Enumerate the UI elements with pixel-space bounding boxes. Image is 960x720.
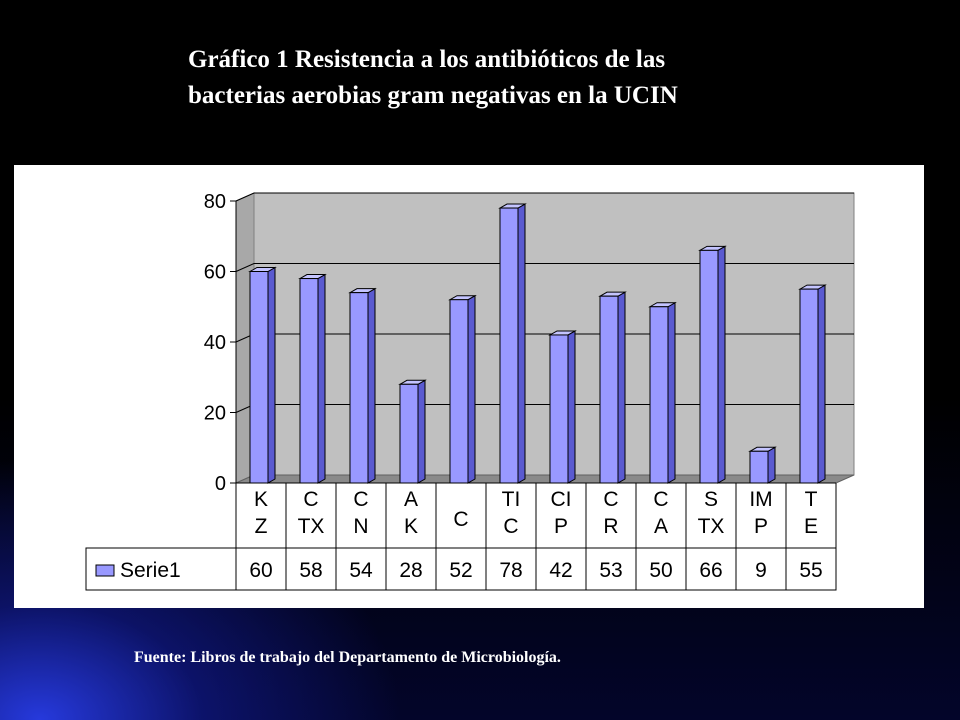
category-label: C bbox=[503, 515, 518, 538]
bar bbox=[649, 306, 669, 484]
category-label: E bbox=[804, 515, 818, 538]
data-table-value: 54 bbox=[349, 559, 373, 582]
data-table-value: 42 bbox=[549, 559, 572, 582]
category-label: N bbox=[353, 515, 368, 538]
legend-label: Serie1 bbox=[120, 559, 181, 582]
source-note: Fuente: Libros de trabajo del Departamen… bbox=[134, 649, 561, 666]
category-label: TI bbox=[502, 488, 521, 511]
bar-side bbox=[717, 245, 726, 484]
bar bbox=[749, 450, 769, 484]
bar bbox=[799, 288, 819, 484]
data-table-value: 78 bbox=[499, 559, 522, 582]
bar-side bbox=[567, 330, 576, 484]
category-label: Z bbox=[255, 515, 268, 538]
title-line-2: bacterias aerobias gram negativas en la … bbox=[188, 82, 678, 109]
legend-swatch bbox=[95, 564, 115, 577]
bar-side bbox=[617, 291, 626, 484]
category-label: K bbox=[254, 488, 268, 511]
bar bbox=[249, 271, 269, 484]
data-table-value: 9 bbox=[755, 559, 767, 582]
category-label: R bbox=[603, 515, 618, 538]
bar-side bbox=[817, 284, 826, 484]
bar-side bbox=[467, 294, 476, 484]
bar bbox=[399, 383, 419, 484]
y-tick-label: 60 bbox=[204, 262, 226, 284]
data-table-value: 52 bbox=[449, 559, 472, 582]
bar-side bbox=[767, 446, 776, 484]
bar bbox=[499, 207, 519, 484]
data-table-value: 50 bbox=[649, 559, 672, 582]
bar-side bbox=[267, 266, 276, 484]
data-table-value: 53 bbox=[599, 559, 622, 582]
category-label: K bbox=[404, 515, 418, 538]
category-label: CI bbox=[551, 488, 572, 511]
data-table-row bbox=[85, 547, 837, 591]
title-line-1: Gráfico 1 Resistencia a los antibióticos… bbox=[188, 46, 666, 73]
category-label: C bbox=[303, 488, 318, 511]
bar-side bbox=[367, 287, 376, 484]
y-tick-label: 40 bbox=[204, 332, 226, 354]
category-label: TX bbox=[698, 515, 725, 538]
bar bbox=[349, 292, 369, 484]
bar bbox=[449, 299, 469, 484]
gridline bbox=[235, 192, 854, 202]
y-tick-label: 80 bbox=[204, 191, 226, 213]
data-table-value: 28 bbox=[399, 559, 422, 582]
category-label: A bbox=[404, 488, 418, 511]
category-label: IM bbox=[749, 488, 772, 511]
data-table-value: 58 bbox=[299, 559, 322, 582]
bar bbox=[699, 249, 719, 484]
bar bbox=[549, 334, 569, 484]
bar-side bbox=[517, 203, 526, 484]
bar bbox=[599, 295, 619, 484]
category-label: T bbox=[805, 488, 818, 511]
category-label: S bbox=[704, 488, 718, 511]
category-label: TX bbox=[298, 515, 325, 538]
category-label: P bbox=[554, 515, 568, 538]
category-label: A bbox=[654, 515, 668, 538]
data-table-value: 66 bbox=[699, 559, 722, 582]
category-label: C bbox=[353, 488, 368, 511]
data-table-value: 60 bbox=[249, 559, 272, 582]
data-table-value: 55 bbox=[799, 559, 822, 582]
bar-side bbox=[667, 301, 676, 484]
bar-side bbox=[317, 273, 326, 484]
bar-side bbox=[417, 379, 426, 484]
y-tick-label: 0 bbox=[215, 473, 226, 495]
chart-panel: 0 20 40 60 80 K Z C TX C N A K C TI C CI P C R C A S TX IM P T E Ser… bbox=[14, 165, 924, 608]
category-label: P bbox=[754, 515, 768, 538]
category-label: C bbox=[653, 488, 668, 511]
category-label: C bbox=[603, 488, 618, 511]
gridline bbox=[235, 263, 854, 272]
category-label: C bbox=[453, 508, 468, 531]
chart-title: Gráfico 1 Resistencia a los antibióticos… bbox=[188, 42, 888, 114]
y-tick-label: 20 bbox=[204, 403, 226, 425]
bar bbox=[299, 278, 319, 484]
